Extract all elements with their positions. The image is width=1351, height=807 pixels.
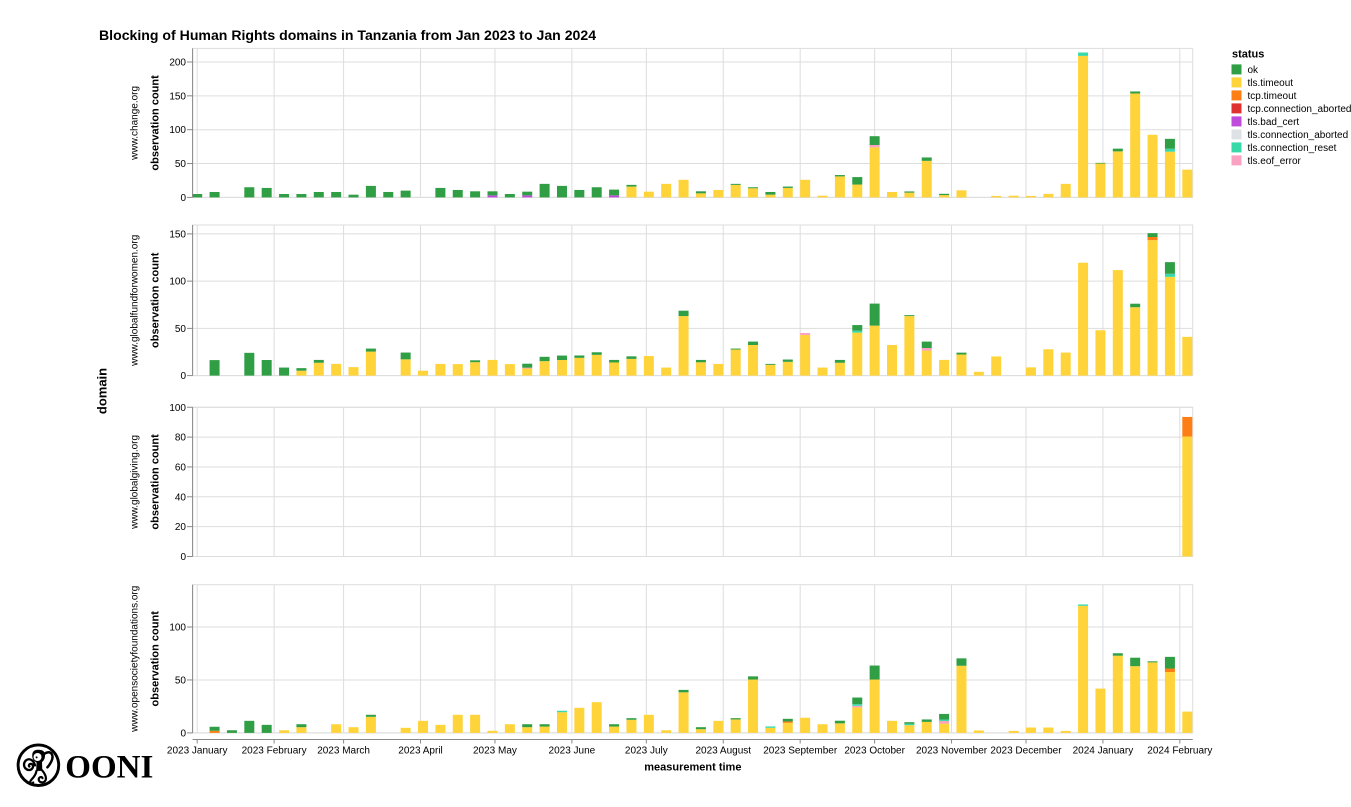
svg-text:2023 January: 2023 January <box>167 746 228 757</box>
svg-text:2023 May: 2023 May <box>473 746 517 757</box>
svg-text:observation count: observation count <box>150 611 162 707</box>
svg-text:100: 100 <box>169 623 186 634</box>
svg-text:OONI: OONI <box>65 750 153 786</box>
svg-text:2023 November: 2023 November <box>916 746 988 757</box>
svg-text:tls.connection_reset: tls.connection_reset <box>1248 143 1337 154</box>
svg-text:2023 September: 2023 September <box>763 746 838 757</box>
svg-text:50: 50 <box>175 675 187 686</box>
svg-text:200: 200 <box>169 58 186 69</box>
svg-text:2023 March: 2023 March <box>317 746 370 757</box>
svg-text:2023 June: 2023 June <box>549 746 596 757</box>
svg-text:www.opensocietyfoundations.org: www.opensocietyfoundations.org <box>130 586 141 733</box>
svg-text:tcp.connection_aborted: tcp.connection_aborted <box>1248 104 1351 115</box>
svg-text:2023 August: 2023 August <box>695 746 751 757</box>
svg-text:150: 150 <box>169 91 186 102</box>
svg-text:tls.bad_cert: tls.bad_cert <box>1248 117 1300 128</box>
svg-text:150: 150 <box>169 229 186 240</box>
svg-text:Blocking of Human Rights domai: Blocking of Human Rights domains in Tanz… <box>99 27 596 43</box>
svg-text:40: 40 <box>175 492 187 503</box>
svg-text:2024 January: 2024 January <box>1073 746 1134 757</box>
svg-text:ok: ok <box>1248 65 1260 76</box>
svg-text:status: status <box>1232 49 1264 61</box>
svg-text:measurement time: measurement time <box>644 761 741 773</box>
svg-text:60: 60 <box>175 462 187 473</box>
svg-text:20: 20 <box>175 522 187 533</box>
svg-text:0: 0 <box>180 552 186 563</box>
svg-text:tcp.timeout: tcp.timeout <box>1248 91 1297 102</box>
svg-text:observation count: observation count <box>150 252 162 348</box>
svg-text:2023 October: 2023 October <box>844 746 905 757</box>
svg-text:observation count: observation count <box>150 434 162 530</box>
svg-text:100: 100 <box>169 403 186 414</box>
svg-text:2024 February: 2024 February <box>1147 746 1212 757</box>
svg-text:0: 0 <box>180 371 186 382</box>
svg-text:tls.connection_aborted: tls.connection_aborted <box>1248 130 1349 141</box>
svg-text:2023 December: 2023 December <box>990 746 1062 757</box>
svg-text:2023 April: 2023 April <box>398 746 442 757</box>
svg-text:2023 February: 2023 February <box>242 746 307 757</box>
svg-text:100: 100 <box>169 277 186 288</box>
svg-text:80: 80 <box>175 433 187 444</box>
svg-text:100: 100 <box>169 125 186 136</box>
svg-text:observation count: observation count <box>150 75 162 171</box>
svg-text:0: 0 <box>180 193 186 204</box>
svg-text:50: 50 <box>175 159 187 170</box>
svg-text:domain: domain <box>95 368 110 414</box>
svg-text:www.globalfundforwomen.org: www.globalfundforwomen.org <box>130 235 141 367</box>
svg-text:2023 July: 2023 July <box>625 746 668 757</box>
svg-text:tls.timeout: tls.timeout <box>1248 78 1294 89</box>
svg-text:0: 0 <box>180 728 186 739</box>
svg-text:50: 50 <box>175 324 187 335</box>
svg-text:www.change.org: www.change.org <box>130 86 141 161</box>
svg-text:www.globalgiving.org: www.globalgiving.org <box>130 435 141 530</box>
svg-text:tls.eof_error: tls.eof_error <box>1248 156 1302 167</box>
